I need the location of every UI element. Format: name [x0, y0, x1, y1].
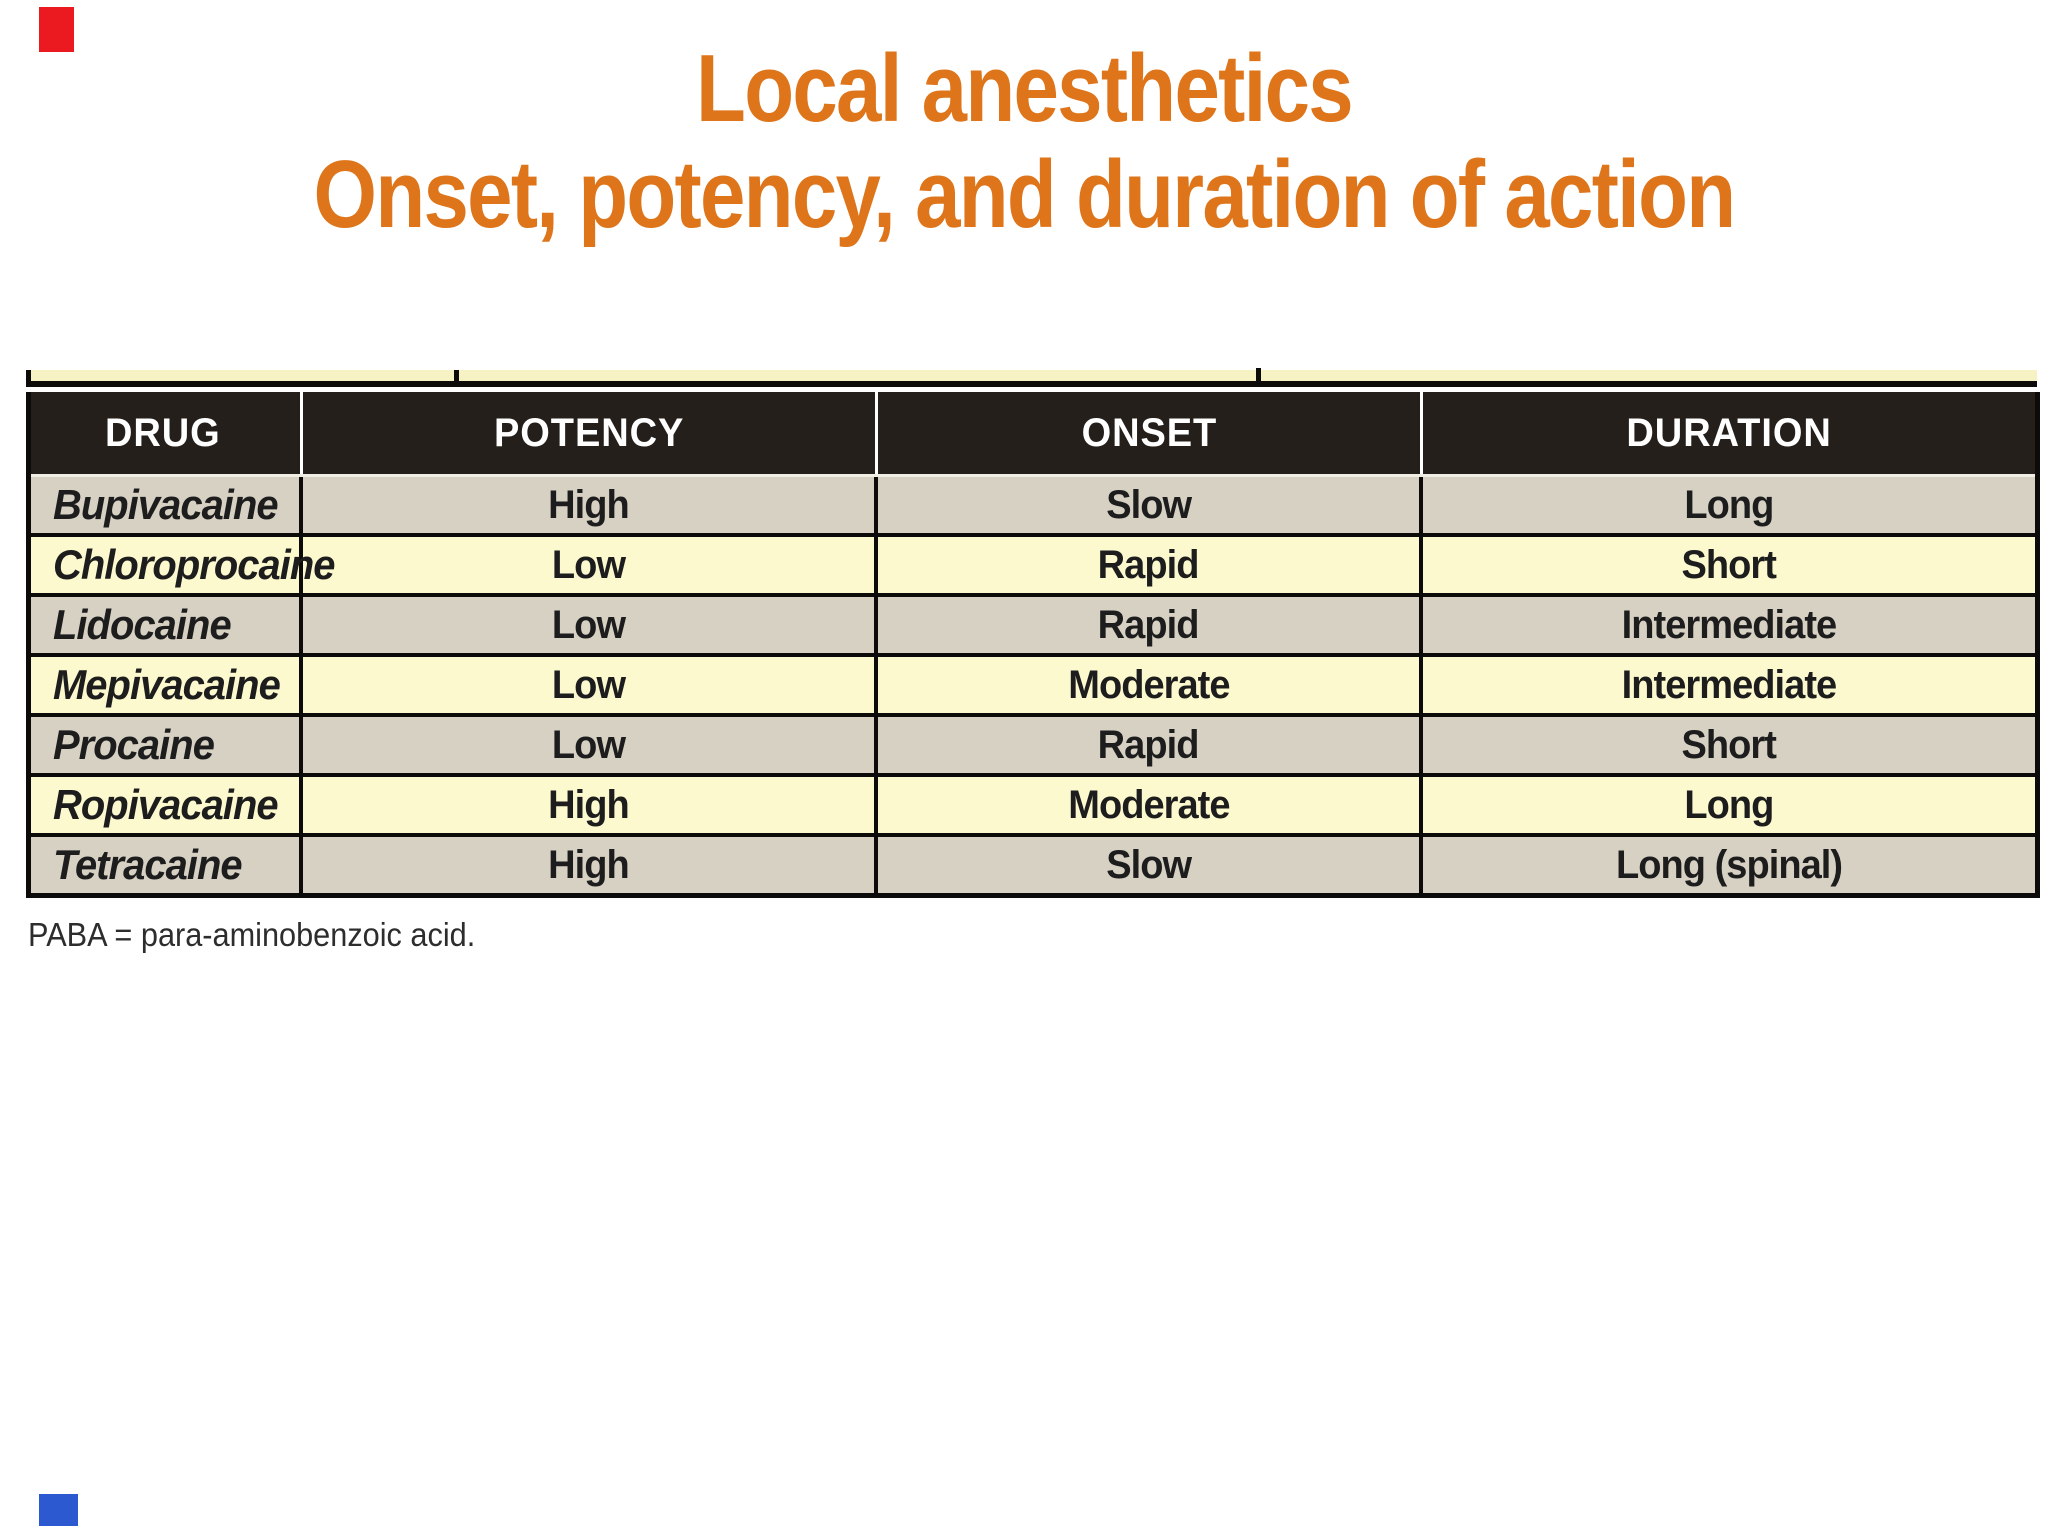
cell-potency: High [303, 477, 878, 533]
cell-drug: Lidocaine [31, 597, 303, 653]
cell-potency: Low [303, 657, 878, 713]
cell-duration: Intermediate [1621, 662, 1838, 707]
table-header-row: DRUG POTENCY ONSET DURATION [31, 392, 2035, 477]
table-row: Chloroprocaine Low Rapid Short [31, 537, 2035, 597]
cell-drug: Bupivacaine [31, 477, 303, 533]
cell-potency: High [303, 777, 878, 833]
cell-potency: High [303, 837, 878, 893]
cell-duration: Intermediate [1621, 602, 1838, 647]
strip-tick [26, 370, 31, 387]
cell-duration: Short [1681, 542, 1777, 587]
column-header-potency: POTENCY [303, 392, 878, 474]
cropped-row-strip-border [26, 381, 2037, 387]
cell-duration: Long [1684, 482, 1774, 527]
column-header-drug: DRUG [31, 392, 303, 474]
cell-potency: Low [303, 717, 878, 773]
cropped-row-strip [26, 368, 2040, 392]
cell-drug: Tetracaine [31, 837, 303, 893]
cropped-row-strip-band [26, 370, 2037, 381]
cell-drug: Chloroprocaine [31, 537, 336, 593]
table-row: Mepivacaine Low Moderate Intermediate [31, 657, 2035, 717]
blue-corner-marker [39, 1494, 78, 1526]
anesthetics-table: DRUG POTENCY ONSET DURATION Bupivacaine H… [26, 368, 2040, 898]
column-header-duration: DURATION [1626, 410, 1832, 455]
strip-tick [1256, 368, 1261, 382]
cell-onset: Rapid [878, 537, 1423, 593]
cell-onset: Slow [878, 477, 1423, 533]
red-corner-marker [39, 7, 74, 52]
title-line-2: Onset, potency, and duration of action [313, 141, 1737, 248]
cell-drug: Procaine [31, 717, 303, 773]
page-title: Local anesthetics Onset, potency, and du… [154, 36, 1895, 248]
cell-drug: Mepivacaine [31, 657, 303, 713]
cell-duration: Short [1681, 722, 1777, 767]
table-row: Ropivacaine High Moderate Long [31, 777, 2035, 837]
cell-onset: Rapid [878, 597, 1423, 653]
table-row: Procaine Low Rapid Short [31, 717, 2035, 777]
cell-onset: Moderate [878, 777, 1423, 833]
cell-onset: Slow [878, 837, 1423, 893]
column-header-onset: ONSET [878, 392, 1423, 474]
cell-duration: Long [1684, 782, 1774, 827]
cell-duration: Long (spinal) [1615, 842, 1843, 887]
cell-potency: Low [303, 537, 878, 593]
table-row: Tetracaine High Slow Long (spinal) [31, 837, 2035, 893]
table: DRUG POTENCY ONSET DURATION Bupivacaine H… [26, 392, 2040, 898]
table-row: Bupivacaine High Slow Long [31, 477, 2035, 537]
strip-tick [454, 370, 459, 381]
cell-potency: Low [303, 597, 878, 653]
footnote: PABA = para-aminobenzoic acid. [28, 916, 476, 953]
table-row: Lidocaine Low Rapid Intermediate [31, 597, 2035, 657]
table-body: Bupivacaine High Slow Long Chloroprocaine Low… [31, 477, 2035, 893]
title-line-1: Local anesthetics [696, 35, 1354, 142]
cell-drug: Ropivacaine [31, 777, 303, 833]
cell-onset: Moderate [878, 657, 1423, 713]
cell-onset: Rapid [878, 717, 1423, 773]
